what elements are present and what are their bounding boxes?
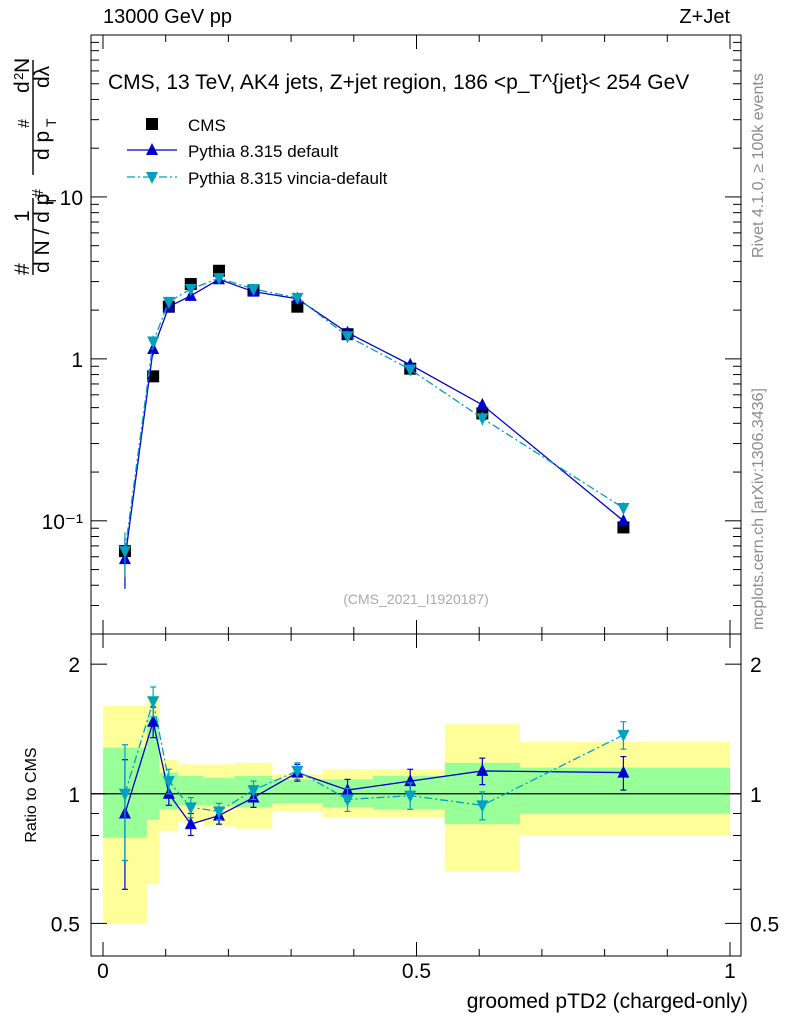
mc-point bbox=[476, 397, 489, 410]
ratio-point bbox=[476, 800, 489, 813]
x-tick-label: 0.5 bbox=[402, 960, 431, 983]
ratio-line-2 bbox=[124, 701, 624, 813]
legend-marker bbox=[146, 172, 158, 184]
ratio-point bbox=[118, 788, 131, 801]
y-tick-label: 10⁻¹ bbox=[42, 511, 83, 534]
band-inner bbox=[203, 777, 235, 806]
header-left: 13000 GeV pp bbox=[103, 6, 232, 28]
mc-point bbox=[184, 284, 197, 297]
y-tick-label: 1 bbox=[71, 349, 83, 372]
ratio-tick-label: 1 bbox=[68, 784, 80, 807]
ratio-point bbox=[617, 765, 630, 778]
ratio-point bbox=[184, 817, 197, 830]
y-label-t-2: T bbox=[43, 118, 59, 127]
ratio-tick-label-right: 1 bbox=[750, 784, 762, 807]
mc-point bbox=[617, 513, 630, 526]
y-label-sq: 2 bbox=[11, 73, 26, 80]
legend-marker bbox=[146, 143, 158, 155]
mc-point bbox=[404, 364, 417, 377]
y-label-d2n: d bbox=[11, 81, 34, 93]
y-label-d-pt-dl: d p bbox=[31, 131, 54, 160]
ratio-point bbox=[341, 794, 354, 807]
ratio-tick-label-right: 2 bbox=[750, 654, 762, 677]
y-label-hash-1: # bbox=[11, 263, 34, 275]
mc-point bbox=[212, 273, 225, 286]
mc-point bbox=[162, 296, 175, 309]
ratio-point bbox=[147, 696, 160, 709]
series-line-2 bbox=[124, 277, 624, 552]
plot-title: CMS, 13 TeV, AK4 jets, Z+jet region, 186… bbox=[108, 71, 689, 94]
ratio-point bbox=[247, 785, 260, 798]
ratio-point bbox=[147, 714, 160, 727]
mc-point bbox=[147, 336, 160, 349]
y-label-one: 1 bbox=[11, 210, 34, 222]
y-axis-label: # 1 d N / d p T # d 2 N d p T dλ # bbox=[11, 58, 59, 275]
legend-label: Pythia 8.315 vincia-default bbox=[188, 169, 388, 188]
series-line-1 bbox=[124, 278, 624, 560]
x-axis-label: groomed pTD2 (charged-only) bbox=[467, 990, 748, 1013]
ratio-point bbox=[617, 729, 630, 742]
ratio-point bbox=[291, 765, 304, 778]
band-inner bbox=[272, 779, 323, 804]
y-label-n: N bbox=[11, 58, 34, 73]
header-right: Z+Jet bbox=[679, 6, 730, 28]
x-tick-label: 1 bbox=[724, 960, 736, 983]
y-label-t-1: T bbox=[43, 196, 59, 205]
mc-point bbox=[617, 502, 630, 515]
ratio-point bbox=[162, 776, 175, 789]
legend-label: CMS bbox=[188, 116, 226, 135]
legend-marker bbox=[146, 118, 158, 130]
ratio-point bbox=[212, 806, 225, 819]
mcplots-label: mcplots.cern.ch [arXiv:1306.3436] bbox=[750, 388, 767, 630]
ratio-tick-label: 0.5 bbox=[51, 913, 80, 936]
mc-point bbox=[291, 292, 304, 305]
ratio-point bbox=[476, 763, 489, 776]
ratio-point bbox=[184, 802, 197, 815]
y-label-hash-3: # bbox=[16, 119, 33, 128]
ratio-tick-label: 2 bbox=[68, 654, 80, 677]
y-tick-label: 10 bbox=[60, 187, 83, 210]
legend-label: Pythia 8.315 default bbox=[188, 142, 339, 161]
y-label-hash-2: # bbox=[30, 189, 47, 198]
mc-point bbox=[476, 413, 489, 426]
ratio-y-axis-label: Ratio to CMS bbox=[23, 747, 40, 842]
y-label-dn-dpt: d N / d p bbox=[31, 194, 54, 273]
mc-point bbox=[341, 331, 354, 344]
ratio-tick-label-right: 0.5 bbox=[750, 913, 779, 936]
rivet-label: Rivet 4.1.0, ≥ 100k events bbox=[750, 73, 767, 258]
mc-point bbox=[118, 546, 131, 559]
y-label-dlambda: dλ bbox=[31, 65, 54, 88]
x-tick-label: 0 bbox=[97, 960, 109, 983]
ratio-point bbox=[404, 790, 417, 803]
mc-point bbox=[247, 284, 260, 297]
analysis-tag: (CMS_2021_I1920187) bbox=[343, 591, 489, 607]
